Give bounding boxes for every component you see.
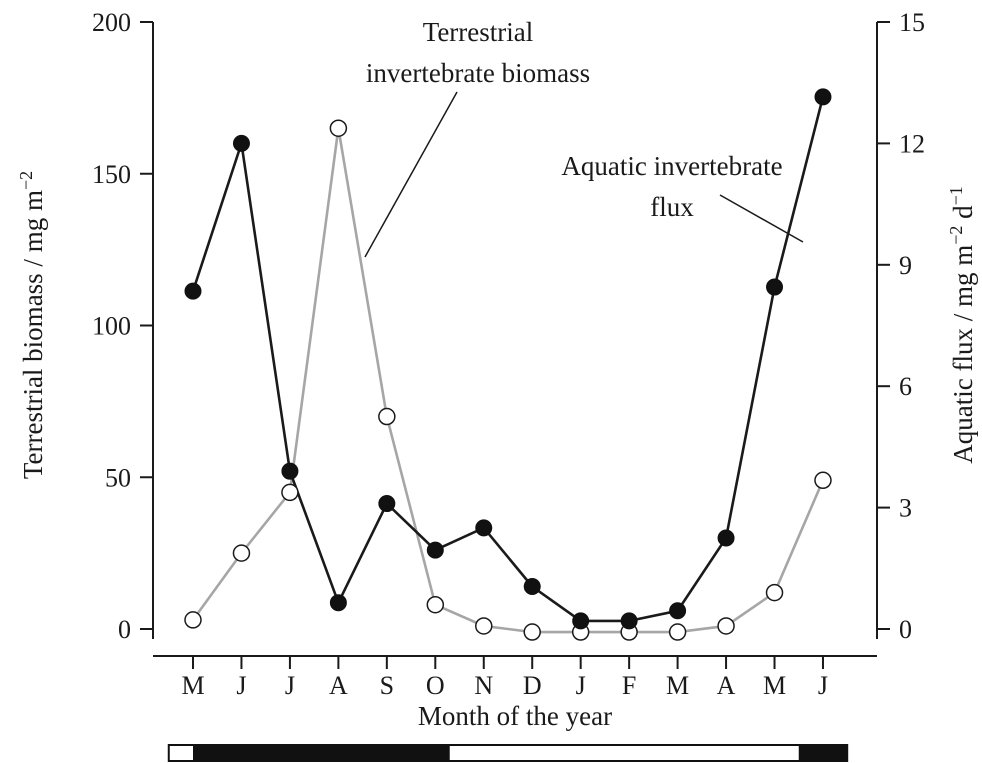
y-right-tick-label: 3 — [899, 494, 912, 523]
season-bar — [167, 744, 849, 762]
x-tick-label: D — [523, 671, 542, 700]
data-point-filled — [523, 578, 541, 596]
data-point-filled — [717, 529, 735, 547]
data-point-open — [814, 471, 832, 490]
y-left-tick-label: 0 — [118, 615, 131, 644]
annotation-terrestrial-line1: Terrestrial — [423, 17, 534, 47]
data-point-open — [523, 623, 541, 641]
data-point-filled — [329, 594, 347, 612]
data-point-filled — [281, 462, 299, 480]
x-tick-label: O — [426, 671, 445, 700]
data-point-open — [668, 623, 687, 641]
data-point-open — [717, 617, 735, 635]
data-point-filled — [184, 282, 202, 300]
annotation-terrestrial-line2: invertebrate biomass — [366, 58, 590, 88]
data-point-filled — [620, 612, 638, 630]
data-point-open — [329, 119, 348, 137]
data-point-filled — [475, 519, 493, 537]
x-tick-label: J — [818, 671, 828, 700]
x-tick-label: S — [380, 671, 394, 700]
data-point-open — [184, 611, 202, 629]
y-left-tick-label: 200 — [92, 8, 131, 37]
x-tick-label: A — [329, 671, 348, 700]
series-layer — [184, 88, 832, 641]
data-point-filled — [669, 602, 687, 620]
annotation-aquatic-line2: flux — [650, 192, 694, 222]
x-tick-label: F — [622, 671, 636, 700]
y-right-tick-label: 6 — [899, 372, 912, 401]
y-axis-right-title: Aquatic flux / mg m−2 d−1 — [946, 186, 978, 464]
data-point-open — [232, 544, 251, 562]
x-tick-label: N — [474, 671, 493, 700]
season-segment-white — [168, 745, 193, 761]
data-point-open — [378, 407, 396, 426]
data-point-open — [475, 617, 493, 635]
data-point-open — [281, 483, 299, 502]
y-left-tick-label: 150 — [92, 160, 131, 189]
season-segment-white — [449, 745, 799, 761]
x-tick-label: J — [236, 671, 246, 700]
y-right-tick-label: 9 — [899, 251, 912, 280]
x-tick-label: J — [285, 671, 295, 700]
data-point-filled — [232, 134, 250, 152]
data-point-filled — [572, 612, 590, 630]
annotations: Terrestrial invertebrate biomass Aquatic i… — [364, 17, 804, 258]
annotation-aquatic-leader — [719, 194, 804, 243]
season-segment-black — [798, 745, 848, 761]
x-tick-label: J — [576, 671, 586, 700]
data-point-filled — [766, 278, 784, 296]
data-point-filled — [378, 495, 396, 513]
x-axis-title: Month of the year — [418, 701, 612, 731]
x-tick-label: M — [181, 671, 204, 700]
y-right-tick-label: 15 — [899, 8, 925, 37]
data-point-filled — [426, 541, 444, 559]
data-point-filled — [814, 88, 832, 106]
y-axis-left-title: Terrestrial biomass / mg m−2 — [16, 171, 48, 479]
season-bar-outline — [167, 744, 849, 762]
x-tick-label: A — [717, 671, 736, 700]
season-segment-black — [193, 745, 450, 761]
y-right-tick-label: 0 — [899, 615, 912, 644]
y-right-tick-label: 12 — [899, 129, 925, 158]
x-tick-label: M — [666, 671, 689, 700]
data-point-open — [765, 583, 784, 602]
data-point-open — [426, 595, 445, 614]
y-left-tick-label: 50 — [105, 463, 131, 492]
annotation-aquatic-line1: Aquatic invertebrate — [561, 151, 782, 181]
x-tick-label: M — [763, 671, 786, 700]
y-left-tick-label: 100 — [92, 312, 131, 341]
annotation-terrestrial-leader — [364, 91, 458, 258]
